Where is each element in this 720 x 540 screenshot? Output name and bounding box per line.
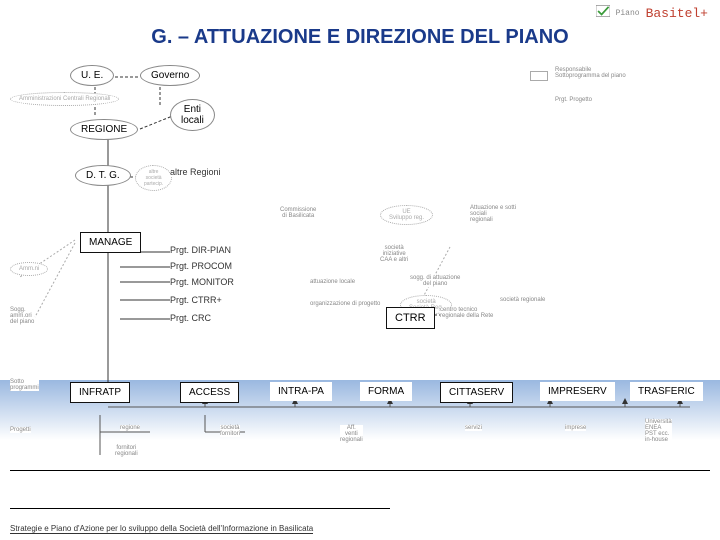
check-icon	[596, 4, 610, 22]
piano-label: Piano	[616, 9, 640, 18]
cloud-amministrazioni: Amministrazioni Centrali Regionali	[10, 92, 119, 106]
label-attuazione-esterni: Attuazione e sotti sociali regionali	[470, 205, 516, 223]
label-imprese: imprese	[565, 425, 586, 431]
label-sogg-amm: Sogg. amm.ori del piano	[10, 307, 34, 325]
header: Piano Basitel+	[0, 0, 720, 22]
prgt-ctrr: Prgt. CTRR+	[170, 295, 222, 305]
node-altre-societa: altre società partecip.	[135, 165, 172, 191]
rule-1	[10, 470, 710, 471]
prgt-crc: Prgt. CRC	[170, 313, 211, 323]
prgt-procom: Prgt. PROCOM	[170, 261, 232, 271]
legend-prgt: Prgt. Progetto	[555, 97, 592, 103]
rule-2	[10, 508, 390, 509]
node-regione: REGIONE	[70, 119, 138, 140]
footer: Strategie e Piano d'Azione per lo svilup…	[10, 524, 313, 534]
node-manage: MANAGE	[80, 232, 141, 253]
page-title: G. – ATTUAZIONE E DIREZIONE DEL PIANO	[0, 26, 720, 49]
label-organizzazione: organizzazione di progetto	[310, 301, 380, 307]
label-servizi: servizi	[465, 425, 482, 431]
legend-responsabile: Responsabile Sottoprogramma del piano	[555, 67, 626, 79]
node-trasferic: TRASFERIC	[630, 382, 703, 401]
node-impreserv: IMPRESERV	[540, 382, 615, 401]
label-aff: Aff. venti regionali	[340, 425, 363, 443]
diagram: U. E. Governo Amministrazioni Centrali R…	[10, 57, 710, 477]
label-regione-small: regione	[120, 425, 140, 431]
node-ue: U. E.	[70, 65, 114, 86]
cloud-ammni: Amm.ni	[10, 262, 48, 276]
node-dtg: D. T. G.	[75, 165, 131, 186]
label-commissione: Commissione di Basilicata	[280, 207, 316, 219]
node-altre-regioni: altre Regioni	[170, 167, 221, 177]
node-ctrr: CTRR	[386, 307, 435, 329]
label-progetti: Progetti	[10, 427, 31, 433]
label-societa-fornitori: società fornitori	[220, 425, 240, 437]
node-intrapa: INTRA-PA	[270, 382, 332, 401]
legend-box-resp	[530, 71, 548, 81]
node-enti-locali: Enti locali	[170, 99, 215, 131]
label-attuazione-locale: attuazione locale	[310, 279, 355, 285]
brand-label: Basitel+	[646, 6, 708, 21]
node-forma: FORMA	[360, 382, 412, 401]
cloud-sviluppo: UE Sviluppo reg.	[380, 205, 433, 225]
node-cittaserv: CITTASERV	[440, 382, 513, 403]
node-access: ACCESS	[180, 382, 239, 403]
label-sogg-attuatori: sogg. di attuazione del piano	[410, 275, 460, 287]
label-centro-tecnico: centro tecnico regionale della Rete	[440, 307, 493, 319]
label-fornitori: fornitori regionali	[115, 445, 138, 457]
label-universita: Università ENEA PST ecc. in-house	[645, 419, 672, 443]
label-societa-reg: società regionale	[500, 297, 545, 303]
prgt-dir: Prgt. DIR-PIAN	[170, 245, 231, 255]
node-governo: Governo	[140, 65, 200, 86]
prgt-monitor: Prgt. MONITOR	[170, 277, 234, 287]
node-infratp: INFRATP	[70, 382, 130, 403]
label-sotto-programmi: Sotto programmi	[10, 379, 39, 391]
label-societa-iniziative: società iniziative CAA e altri	[380, 245, 408, 263]
